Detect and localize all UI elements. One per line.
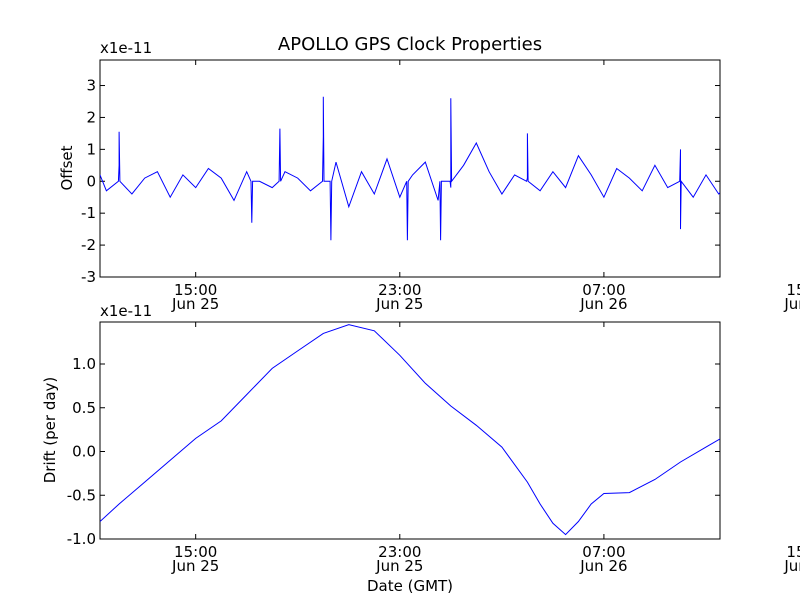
offset-series bbox=[100, 96, 720, 241]
drift-xtick-time: 07:00 bbox=[582, 543, 625, 561]
offset-xtick-time: 15:00 bbox=[174, 281, 217, 299]
drift-y-axis-title: Drift (per day) bbox=[41, 377, 59, 484]
drift-ytick-label: 1.0 bbox=[72, 355, 96, 373]
drift-xtick-date: Jun 25 bbox=[171, 557, 219, 575]
offset-y-axis-title: Offset bbox=[58, 145, 76, 190]
drift-xtick-time: 23:00 bbox=[378, 543, 421, 561]
offset-ytick-label: 2 bbox=[86, 108, 96, 126]
drift-xtick-time: 15:00 bbox=[786, 543, 800, 561]
offset-ytick-label: 1 bbox=[86, 140, 96, 158]
offset-series-line bbox=[100, 96, 720, 241]
offset-axes-frame bbox=[99, 59, 721, 278]
drift-xtick-time: 15:00 bbox=[174, 543, 217, 561]
drift-scale-label: x1e-11 bbox=[100, 302, 152, 320]
drift-panel: x1e-11 Drift (per day) -1.0 -0.5 0.0 0.5 1.0… bbox=[41, 302, 800, 575]
chart-title: APOLLO GPS Clock Properties bbox=[278, 34, 542, 55]
drift-ytick-label: -1.0 bbox=[67, 530, 96, 548]
offset-xtick-date: Jun 26 bbox=[783, 295, 800, 313]
drift-ytick-label: 0.0 bbox=[72, 443, 96, 461]
offset-xtick-time: 23:00 bbox=[378, 281, 421, 299]
offset-xtick-time: 15:00 bbox=[786, 281, 800, 299]
offset-scale-label: x1e-11 bbox=[100, 39, 152, 57]
drift-series bbox=[100, 324, 720, 536]
drift-xtick-date: Jun 26 bbox=[579, 557, 627, 575]
offset-ytick-label: -2 bbox=[81, 236, 96, 254]
offset-ytick-label: -3 bbox=[81, 268, 96, 286]
offset-xtick-time: 07:00 bbox=[582, 281, 625, 299]
offset-ytick-label: -1 bbox=[81, 204, 96, 222]
drift-axes-frame bbox=[99, 321, 721, 540]
drift-y-ticks: -1.0 -0.5 0.0 0.5 1.0 bbox=[67, 355, 720, 548]
drift-xtick-date: Jun 25 bbox=[375, 557, 423, 575]
offset-ytick-label: 0 bbox=[86, 172, 96, 190]
offset-ytick-label: 3 bbox=[86, 77, 96, 95]
drift-series-line bbox=[100, 324, 720, 536]
x-axis-title: Date (GMT) bbox=[367, 577, 453, 595]
offset-xtick-date: Jun 26 bbox=[579, 295, 627, 313]
drift-ytick-label: -0.5 bbox=[67, 486, 96, 504]
offset-xtick-date: Jun 25 bbox=[375, 295, 423, 313]
drift-xtick-date: Jun 26 bbox=[783, 557, 800, 575]
offset-xtick-date: Jun 25 bbox=[171, 295, 219, 313]
drift-ytick-label: 0.5 bbox=[72, 399, 96, 417]
offset-y-ticks: -3 -2 -1 0 1 2 3 bbox=[81, 77, 720, 286]
